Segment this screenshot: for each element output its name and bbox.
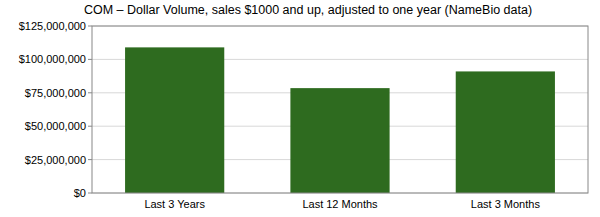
bars — [125, 47, 555, 193]
y-tick-label: $75,000,000 — [25, 87, 86, 99]
tick-mark — [88, 193, 92, 194]
chart-svg: COM – Dollar Volume, sales $1000 and up,… — [0, 0, 600, 217]
x-tick-label: Last 12 Months — [302, 198, 378, 210]
bar — [125, 47, 224, 193]
x-tick-label: Last 3 Years — [144, 198, 205, 210]
tick-mark — [88, 92, 92, 93]
bar — [456, 71, 555, 193]
plot-frame — [92, 26, 588, 193]
chart-title: COM – Dollar Volume, sales $1000 and up,… — [84, 3, 532, 17]
y-tick-label: $100,000,000 — [19, 53, 86, 65]
tick-mark — [88, 59, 92, 60]
chart-container: COM – Dollar Volume, sales $1000 and up,… — [0, 0, 600, 217]
y-tick-label: $25,000,000 — [25, 154, 86, 166]
y-tick-label: $125,000,000 — [19, 20, 86, 32]
y-tick-label: $50,000,000 — [25, 120, 86, 132]
tick-mark — [88, 26, 92, 27]
x-tick-label: Last 3 Months — [471, 198, 541, 210]
plot-background — [92, 26, 588, 193]
tick-mark — [88, 159, 92, 160]
y-tick-label: $0 — [74, 187, 86, 199]
bar — [290, 88, 389, 193]
tick-mark — [88, 126, 92, 127]
